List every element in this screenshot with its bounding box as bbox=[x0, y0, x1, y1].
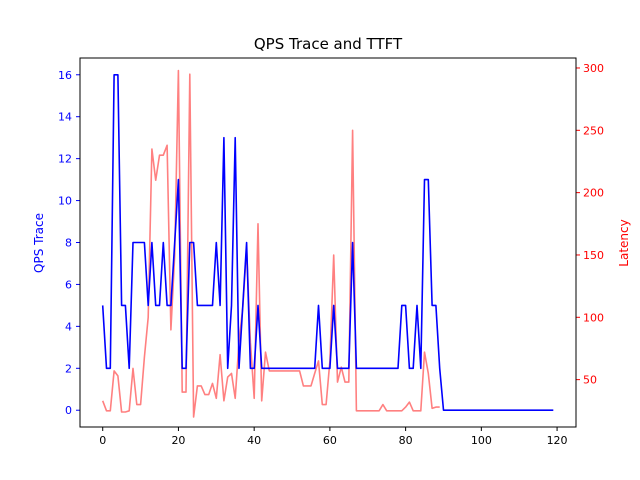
x-tick-label: 40 bbox=[247, 434, 261, 447]
x-tick-label: 120 bbox=[547, 434, 568, 447]
y-tick-label: 2 bbox=[65, 362, 72, 375]
plot-frame bbox=[79, 57, 577, 428]
x-tick-label: 0 bbox=[99, 434, 106, 447]
y-tick-label: 16 bbox=[58, 69, 72, 82]
x-tick-label: 60 bbox=[323, 434, 337, 447]
y2-tick-label: 100 bbox=[583, 311, 604, 324]
ticks-layer: 0 20 40 60 80 100 120 0 2 4 6 8 10 12 14 16 50 100 150 200 2… bbox=[58, 62, 604, 447]
series-layer bbox=[101, 69, 554, 418]
y-tick-label: 12 bbox=[58, 153, 72, 166]
y-axis-label: QPS Trace bbox=[32, 213, 46, 273]
x-tick-label: 100 bbox=[471, 434, 492, 447]
x-tick-label: 80 bbox=[399, 434, 413, 447]
latency-series-line bbox=[101, 69, 440, 418]
chart-title: QPS Trace and TTFT bbox=[254, 35, 403, 53]
y2-tick-label: 250 bbox=[583, 124, 604, 137]
y2-tick-label: 50 bbox=[583, 374, 597, 387]
y-tick-label: 8 bbox=[65, 237, 72, 250]
qps-series-line bbox=[101, 74, 554, 412]
x-tick-label: 20 bbox=[171, 434, 185, 447]
y-tick-label: 6 bbox=[65, 278, 72, 291]
y2-tick-label: 150 bbox=[583, 249, 604, 262]
y2-tick-label: 200 bbox=[583, 187, 604, 200]
y2-tick-label: 300 bbox=[583, 62, 604, 75]
y-tick-label: 10 bbox=[58, 195, 72, 208]
y2-axis-label: Latency bbox=[617, 219, 631, 266]
y-tick-label: 14 bbox=[58, 111, 72, 124]
y-tick-label: 0 bbox=[65, 404, 72, 417]
y-tick-label: 4 bbox=[65, 320, 72, 333]
